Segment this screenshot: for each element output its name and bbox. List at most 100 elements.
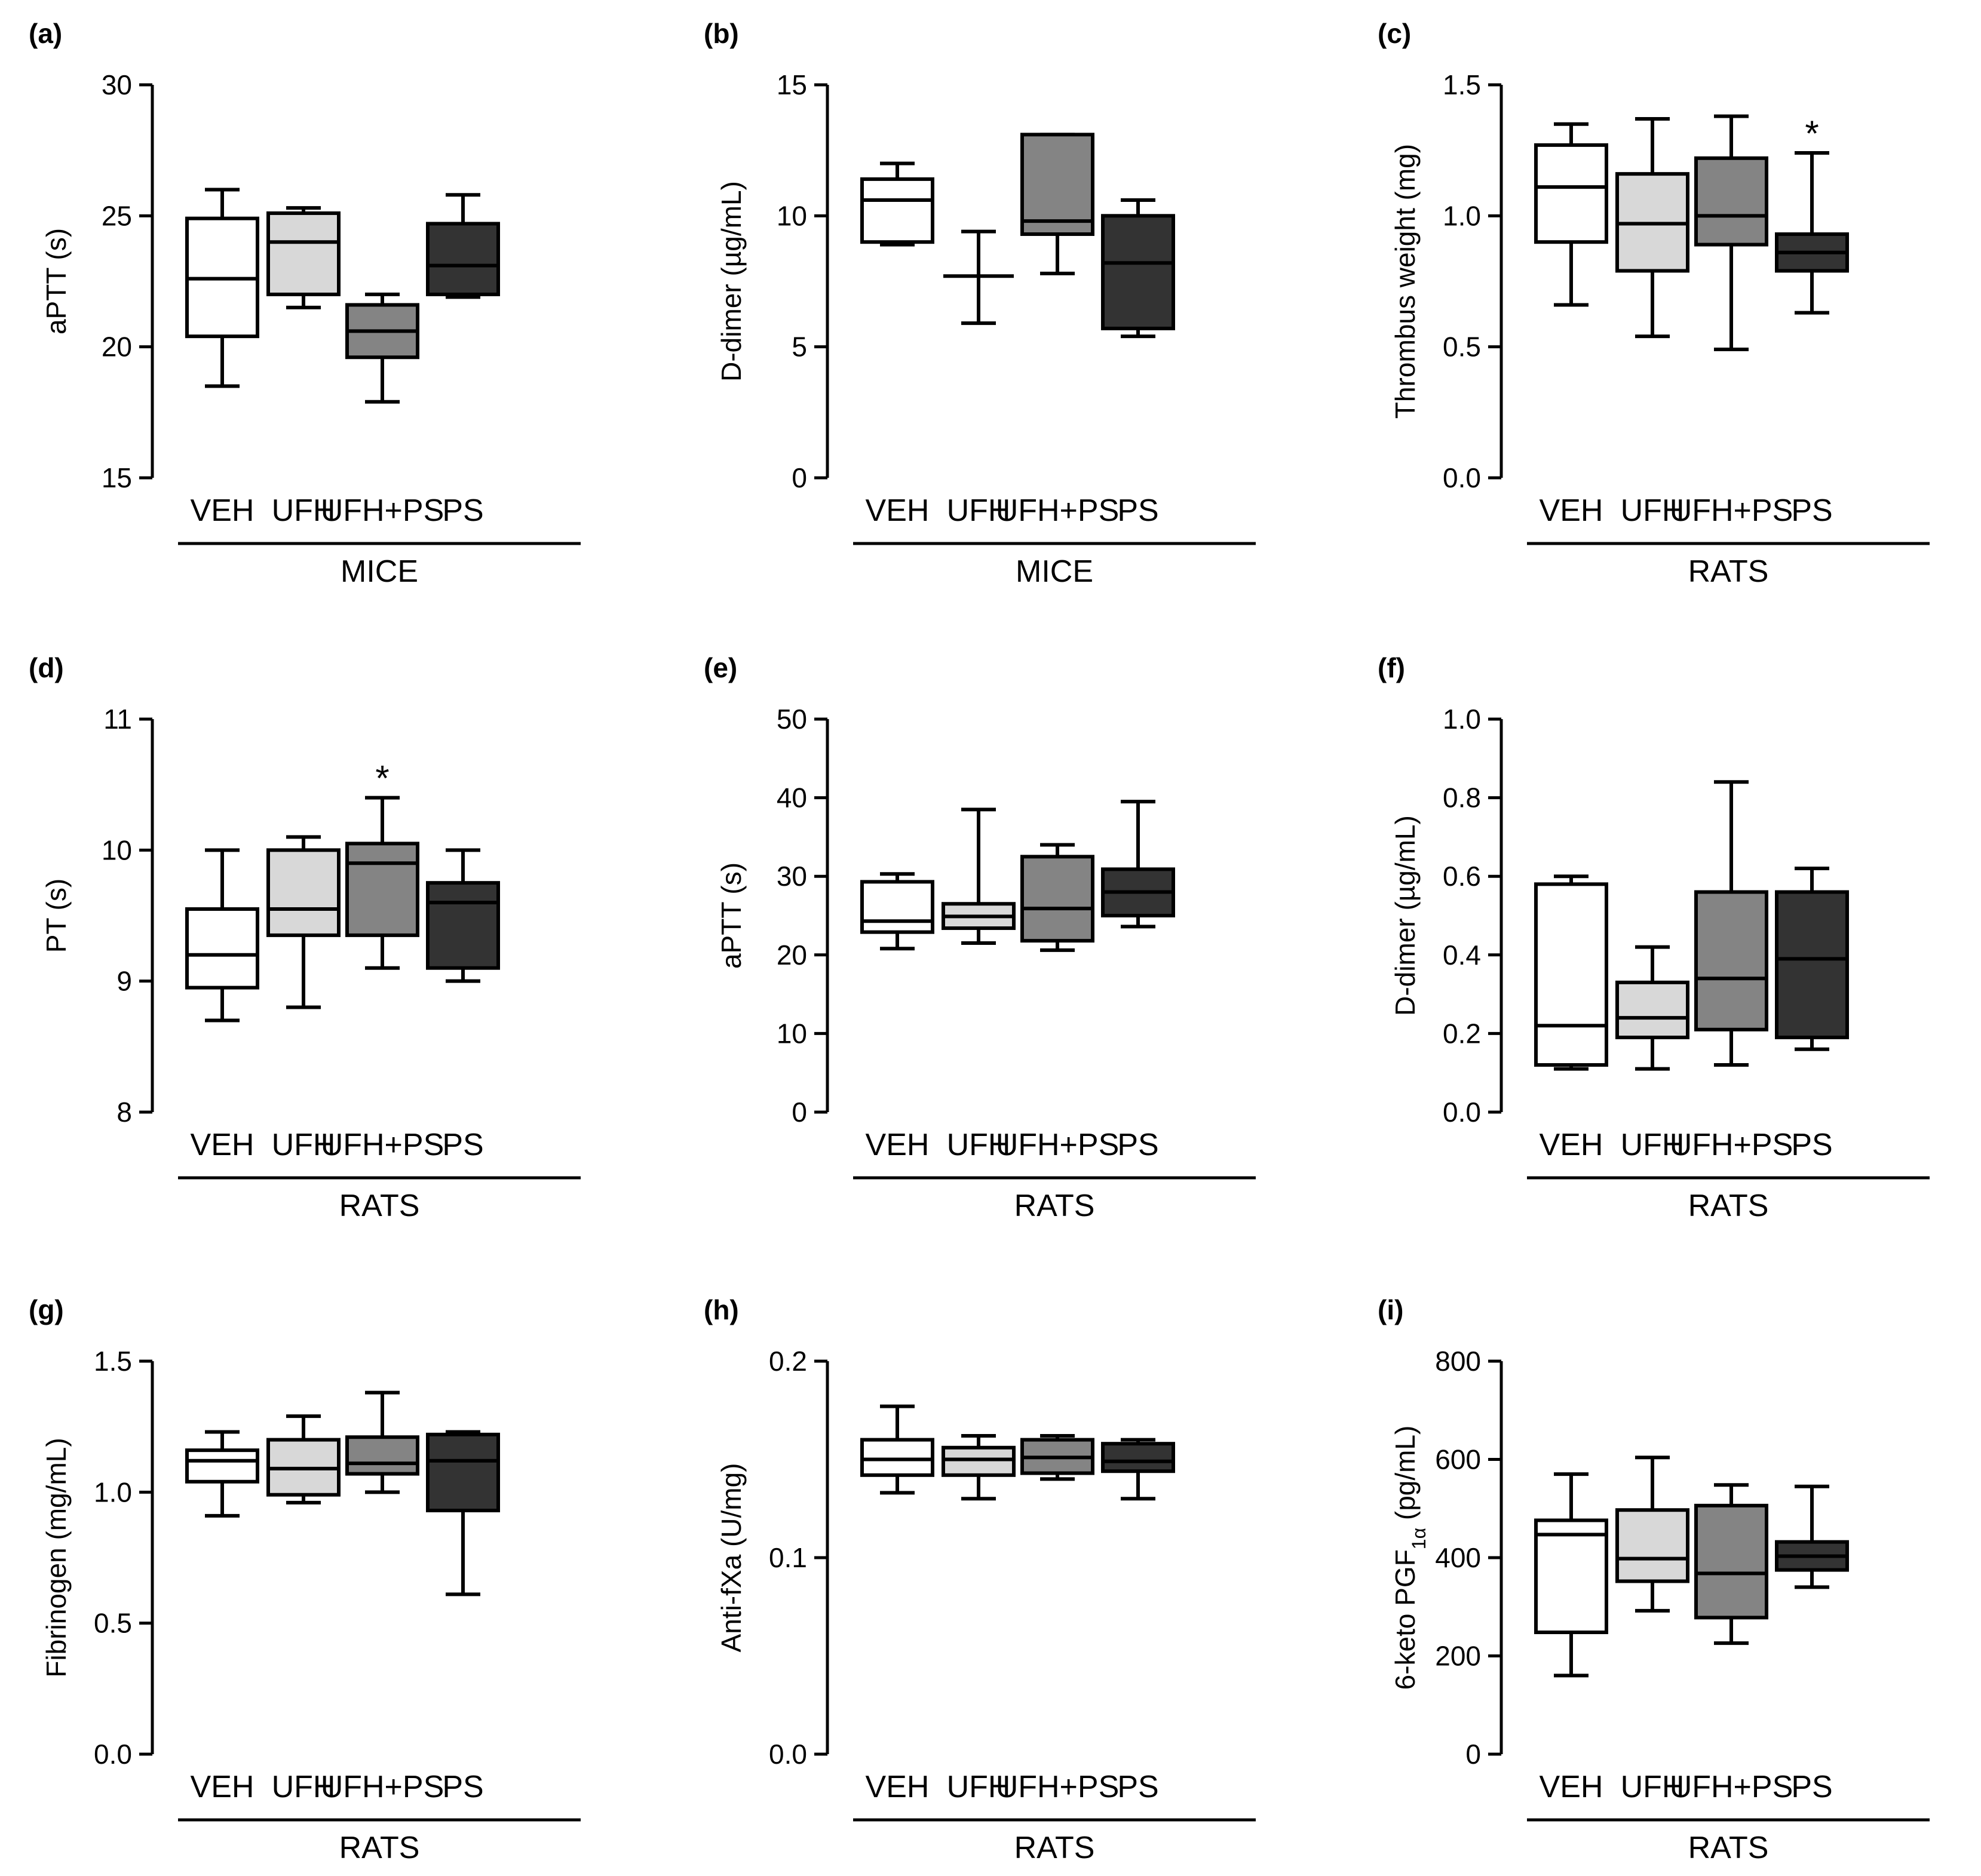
x-category-label: PS [1117,1770,1158,1804]
y-tick-label: 30 [102,69,132,100]
y-tick-label: 600 [1435,1444,1481,1475]
box-ps [1775,1484,1849,1589]
panel-letter: (f) [1378,652,1405,683]
y-tick-label: 0.5 [1443,331,1481,363]
y-axis-label: aPTT (s) [41,228,72,334]
y-axis-label: D-dimer (µg/mL) [1390,815,1421,1016]
box-veh [185,1430,259,1518]
group-label: RATS [1688,554,1769,589]
y-axis-label: Anti-fXa (U/mg) [716,1463,747,1653]
iqr-box [1615,980,1689,1039]
box-ufh-ps [1694,780,1768,1067]
box-ufh-ps [1020,843,1094,952]
y-axis-label: Fibrinogen (mg/mL) [41,1438,72,1677]
y-tick-label: 1.0 [94,1476,132,1507]
box-ufh-ps [1694,114,1768,352]
box-veh [1534,874,1608,1071]
y-axis-label: aPTT (s) [716,862,747,969]
iqr-box [860,177,934,244]
y-axis-label-main: 6-keto PGF [1390,1549,1421,1690]
box-ufh-ps [345,1390,419,1494]
x-category-label: PS [442,1128,483,1162]
box-ufh-ps [345,292,419,404]
y-axis-label-sub: 1α [1408,1528,1430,1549]
x-category-label: PS [1791,493,1832,528]
group-label: MICE [1016,554,1093,589]
box-ufh-ps [1694,1483,1768,1645]
iqr-box [1534,1518,1608,1635]
iqr-box [1775,890,1849,1039]
iqr-box [1694,156,1768,247]
y-tick-label: 0.0 [1443,1097,1481,1128]
panel-letter: (h) [704,1294,739,1325]
group-label: RATS [1014,1189,1095,1223]
box-ps [1101,800,1175,929]
y-tick-label: 15 [777,69,807,100]
x-category-label: PS [1791,1770,1832,1804]
panel-g: (g) 0.0 0.5 1.0 1.5 Fibrinogen (mg/mL) VEH UFHU… [29,1294,581,1865]
iqr-box [1615,1508,1689,1583]
x-category-label: UFH+PS [1670,1770,1793,1804]
y-tick-label: 8 [116,1097,132,1128]
box-ufh [266,1414,341,1505]
iqr-box [1020,133,1094,237]
x-category-label: UFH [947,1128,1011,1162]
panel-letter: (b) [704,18,739,49]
significance-marker: * [375,759,389,799]
y-tick-label: 20 [777,939,807,971]
y-tick-label: 0 [792,1097,807,1128]
x-category-label: UFH+PS [996,1128,1120,1162]
x-category-label: UFH [947,1770,1011,1804]
panel-h: (h) 0.0 0.1 0.2 Anti-fXa (U/mg) VEH UFHUFH+PSP… [704,1294,1256,1865]
x-category-label: UFH [947,493,1011,528]
iqr-box [185,907,259,990]
group-label: MICE [341,554,418,589]
y-tick-label: 1.0 [1443,704,1481,735]
y-tick-label: 0.5 [94,1608,132,1639]
y-tick-label: 0.0 [769,1739,807,1770]
y-tick-label: 20 [102,331,132,363]
box-ufh [1615,117,1689,339]
x-category-label: UFH [1621,1128,1685,1162]
y-tick-label: 0.4 [1443,939,1481,971]
panel-c: (c) 0.0 0.5 1.0 1.5 Thrombus weight (mg) * VEH U… [1378,18,1930,589]
iqr-box [942,1445,1016,1477]
x-category-label: UFH+PS [321,1128,444,1162]
box-ps [426,1430,500,1596]
box-veh [1534,1472,1608,1678]
y-tick-label: 0.2 [1443,1018,1481,1049]
x-category-label: UFH+PS [996,1770,1120,1804]
x-category-label: VEH [1540,493,1603,528]
x-category-label: PS [442,493,483,528]
x-category-label: UFH [272,1770,336,1804]
x-category-label: UFH [272,493,336,528]
box-ufh [1615,945,1689,1071]
y-tick-label: 0.8 [1443,782,1481,813]
iqr-box [860,1438,934,1477]
y-tick-label: 10 [777,200,807,231]
iqr-box [345,1435,419,1476]
y-tick-label: 1.5 [1443,69,1481,100]
box-ps [1101,198,1175,339]
y-axis-label: Thrombus weight (mg) [1390,144,1421,419]
x-category-label: VEH [866,493,930,528]
group-label: RATS [339,1189,420,1223]
y-tick-label: 11 [103,704,132,735]
y-tick-label: 200 [1435,1641,1481,1672]
iqr-box [1534,143,1608,244]
iqr-box [1534,882,1608,1067]
box-ps [426,193,500,299]
x-category-label: VEH [866,1128,930,1162]
x-category-label: VEH [1540,1770,1603,1804]
y-tick-label: 800 [1435,1346,1481,1377]
group-label: RATS [1688,1189,1769,1223]
panel-letter: (d) [29,652,64,683]
x-category-label: VEH [191,1128,254,1162]
y-tick-label: 5 [792,331,807,363]
x-category-label: PS [1117,1128,1158,1162]
group-label: RATS [1688,1831,1769,1865]
x-category-label: UFH+PS [1670,493,1793,528]
